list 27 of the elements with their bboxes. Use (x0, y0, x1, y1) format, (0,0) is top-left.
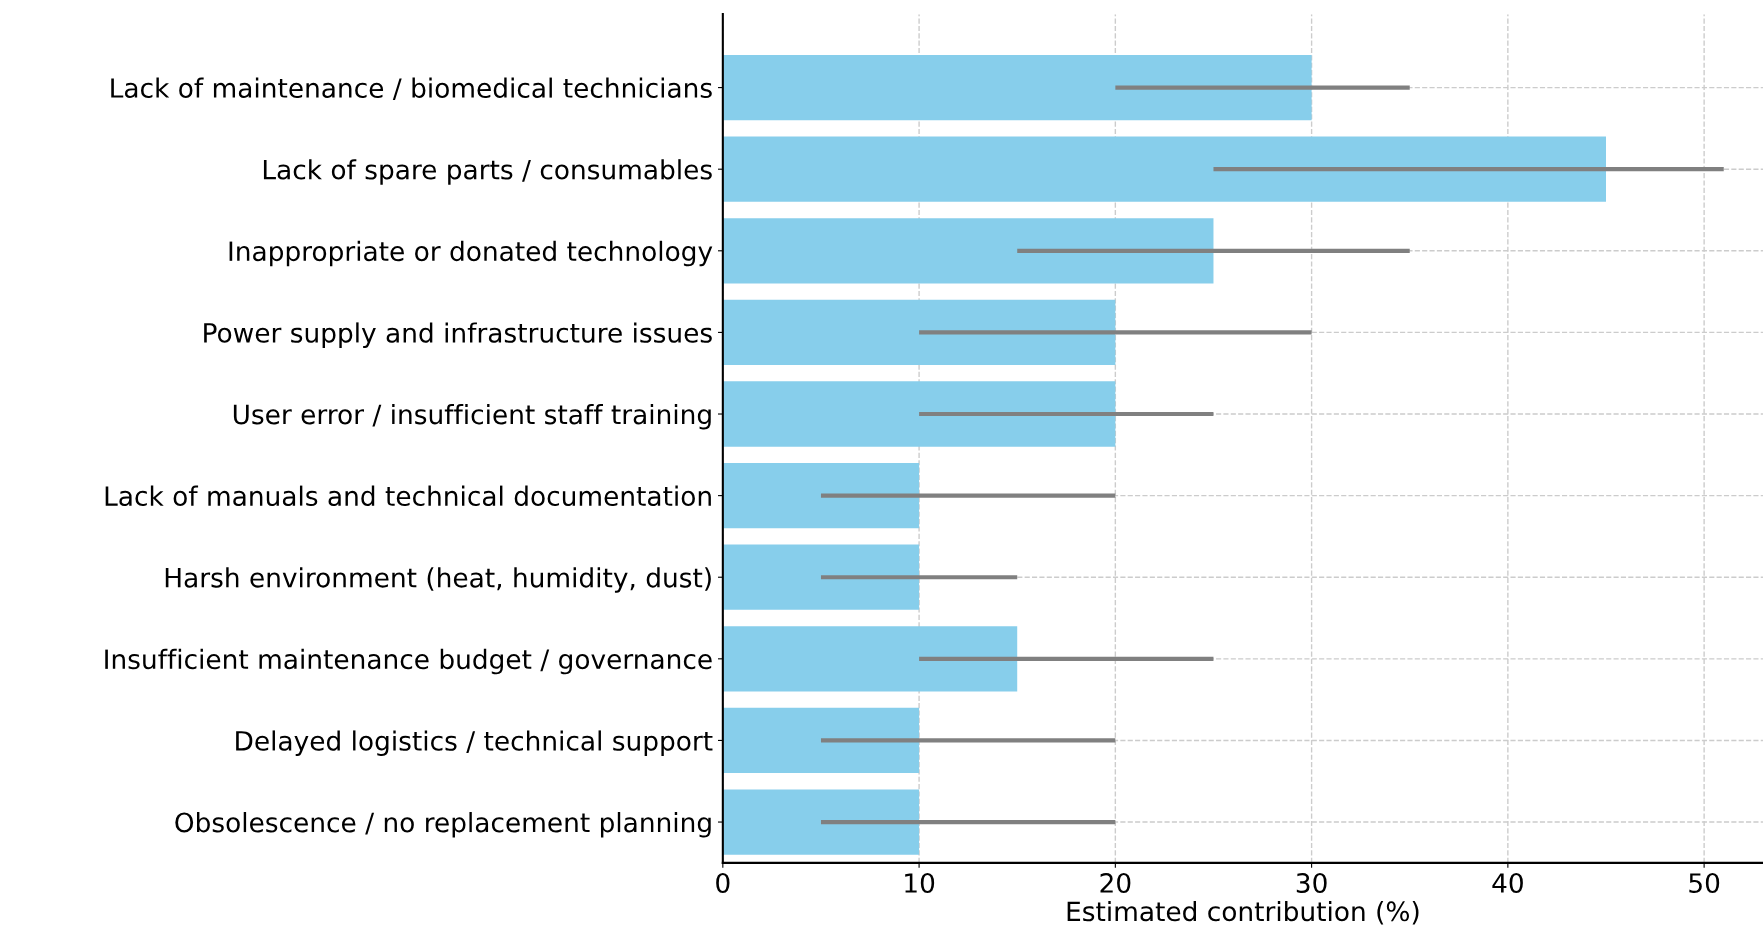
bar (722, 299, 1116, 366)
y-tick-label: Lack of spare parts / consumables (263, 159, 712, 185)
bar (722, 462, 920, 529)
y-tick-label: Harsh environment (heat, humidity, dust) (165, 567, 711, 593)
y-tick-label: Obsolescence / no replacement planning (175, 812, 711, 838)
x-tick-label: 10 (905, 873, 935, 893)
y-tick-label: Delayed logistics / technical support (236, 730, 713, 756)
bar (722, 218, 1214, 284)
x-tick-label: 30 (1296, 873, 1327, 893)
x-axis-title: Estimated contribution (%) (1067, 900, 1419, 925)
bar (722, 544, 920, 610)
x-tick-label: 0 (716, 873, 730, 893)
x-tick-label: 50 (1689, 873, 1720, 893)
x-tick-label: 40 (1492, 873, 1523, 893)
y-tick-label: Inappropriate or donated technology (229, 240, 713, 267)
y-tick-label: Power supply and infrastructure issues (204, 322, 712, 348)
bar (722, 789, 920, 855)
y-tick-label: Lack of maintenance / biomedical technicians (111, 77, 712, 101)
bar (722, 707, 920, 774)
bar (722, 136, 1606, 202)
y-tick-label: User error / insufficient staff training (233, 403, 711, 430)
bar (722, 381, 1116, 447)
y-tick-label: Insufficient maintenance budget / governance (105, 648, 712, 675)
bar (722, 54, 1312, 121)
bar (722, 626, 1018, 692)
y-tick-label: Lack of manuals and technical documentation (105, 485, 711, 507)
x-tick-label: 20 (1100, 873, 1131, 893)
